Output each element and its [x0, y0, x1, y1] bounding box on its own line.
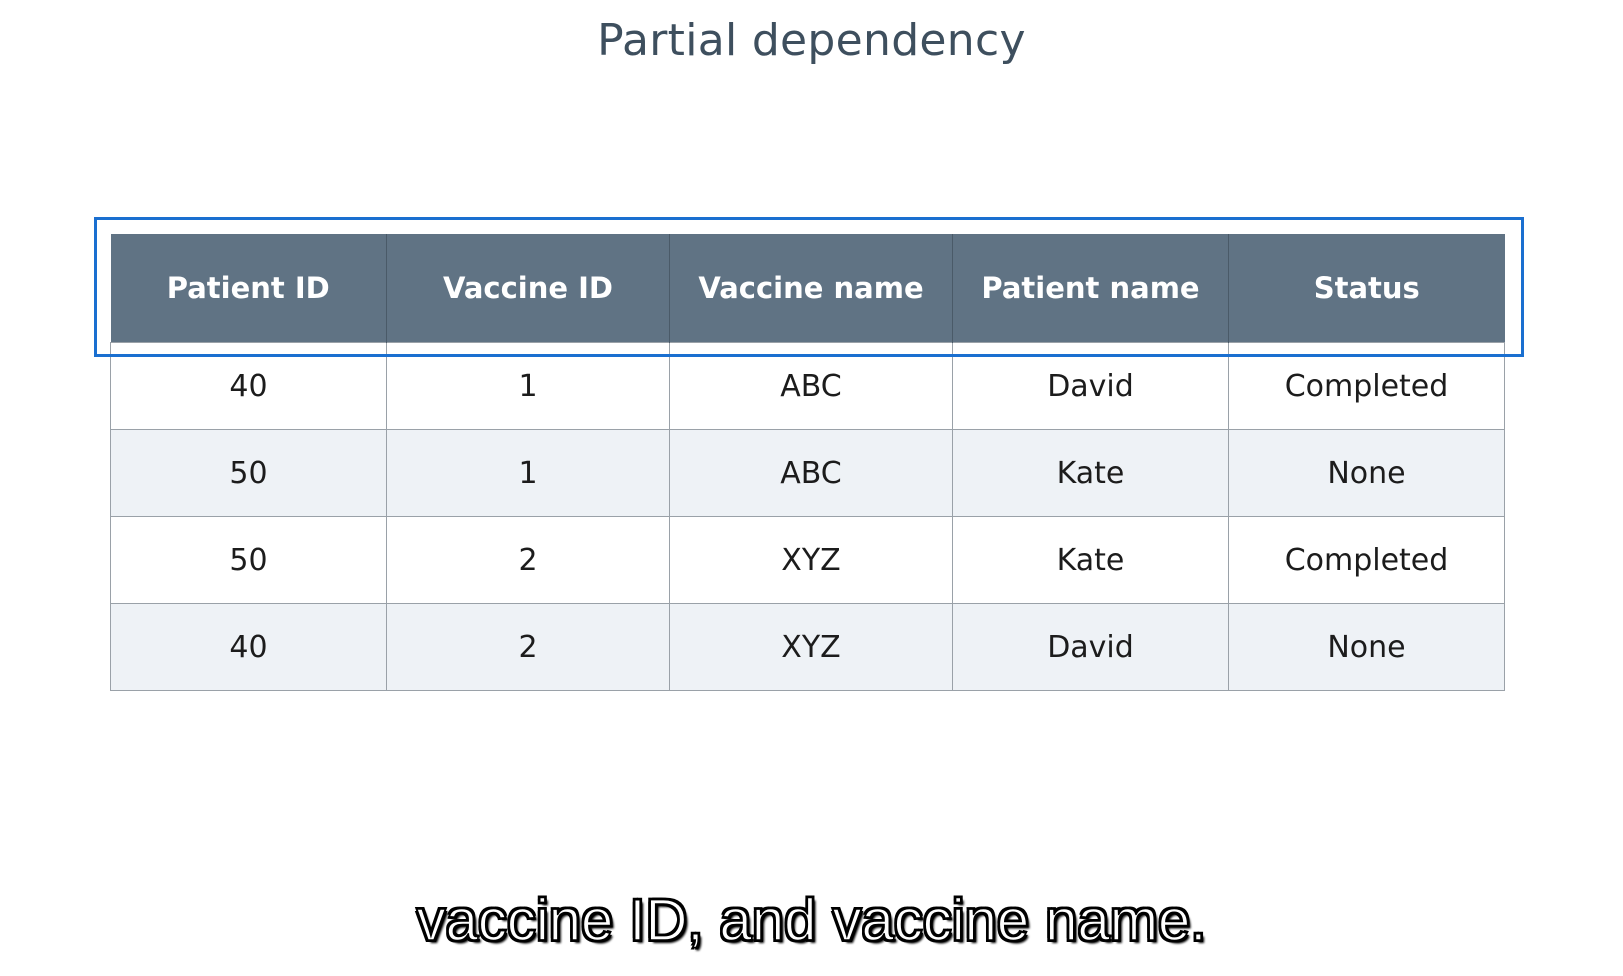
header-patient-id: Patient ID	[110, 234, 387, 343]
cell-status: None	[1228, 603, 1505, 691]
cell-patient-id: 50	[110, 429, 387, 517]
cell-vaccine-id: 1	[386, 429, 670, 517]
slide-title: Partial dependency	[597, 15, 1026, 66]
cell-patient-name: David	[952, 603, 1229, 691]
table-header-row: Patient ID Vaccine ID Vaccine name Patie…	[110, 234, 1505, 343]
cell-patient-name: Kate	[952, 429, 1229, 517]
header-vaccine-name: Vaccine name	[669, 234, 953, 343]
cell-status: Completed	[1228, 516, 1505, 604]
table-row: 40 1 ABC David Completed	[110, 342, 1505, 430]
cell-vaccine-name: XYZ	[669, 603, 953, 691]
cell-vaccine-id: 2	[386, 603, 670, 691]
cell-patient-id: 40	[110, 342, 387, 430]
header-status: Status	[1228, 234, 1505, 343]
header-patient-name: Patient name	[952, 234, 1229, 343]
vaccination-table: Patient ID Vaccine ID Vaccine name Patie…	[110, 234, 1505, 691]
table-row: 40 2 XYZ David None	[110, 603, 1505, 691]
cell-vaccine-id: 2	[386, 516, 670, 604]
table-row: 50 2 XYZ Kate Completed	[110, 516, 1505, 604]
cell-vaccine-name: XYZ	[669, 516, 953, 604]
cell-patient-id: 40	[110, 603, 387, 691]
cell-vaccine-id: 1	[386, 342, 670, 430]
subtitle-caption: vaccine ID, and vaccine name.	[416, 887, 1207, 954]
cell-status: Completed	[1228, 342, 1505, 430]
cell-patient-name: Kate	[952, 516, 1229, 604]
cell-vaccine-name: ABC	[669, 342, 953, 430]
cell-patient-name: David	[952, 342, 1229, 430]
cell-patient-id: 50	[110, 516, 387, 604]
cell-status: None	[1228, 429, 1505, 517]
cell-vaccine-name: ABC	[669, 429, 953, 517]
header-vaccine-id: Vaccine ID	[386, 234, 670, 343]
table-row: 50 1 ABC Kate None	[110, 429, 1505, 517]
